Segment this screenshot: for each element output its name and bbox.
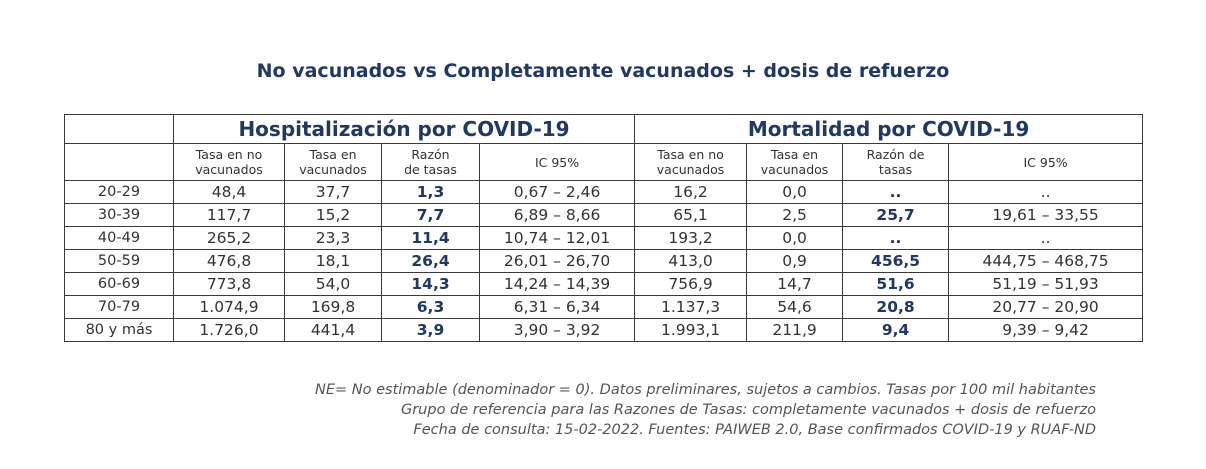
- mort-ci-cell: 444,75 – 468,75: [948, 249, 1144, 273]
- hosp-ci-header: IC 95%: [478, 143, 636, 181]
- mort-rate-unvaccinated-header: Tasa en no vacunados: [634, 143, 748, 181]
- mort-rate-vaccinated-header: Tasa en vacunados: [746, 143, 844, 181]
- hosp-rate-vaccinated-cell: 54,0: [284, 272, 382, 296]
- hosp-rate-ratio-cell: 6,3: [381, 295, 480, 319]
- hosp-rate-vaccinated-cell: 18,1: [284, 249, 382, 273]
- mort-rate-ratio-cell: ..: [842, 226, 950, 250]
- group-header-row: Hospitalización por COVID-19 Mortalidad …: [64, 114, 1144, 144]
- table-row: 80 y más 1.726,0 441,4 3,9 3,90 – 3,92 1…: [64, 318, 1144, 342]
- age-cell: 20-29: [64, 180, 174, 204]
- hosp-rate-ratio-cell: 11,4: [381, 226, 480, 250]
- hosp-rate-ratio-cell: 7,7: [381, 203, 480, 227]
- hosp-rate-ratio-header: Razón de tasas: [381, 143, 480, 181]
- mort-ci-cell: 20,77 – 20,90: [948, 295, 1144, 319]
- age-cell: 70-79: [64, 295, 174, 319]
- hosp-rate-vaccinated-header: Tasa en vacunados: [284, 143, 382, 181]
- hosp-ci-cell: 14,24 – 14,39: [478, 272, 636, 296]
- hosp-rate-unvaccinated-cell: 117,7: [173, 203, 285, 227]
- hosp-ci-cell: 26,01 – 26,70: [478, 249, 636, 273]
- mort-rate-vaccinated-cell: 2,5: [746, 203, 844, 227]
- table-row: 30-39 117,7 15,2 7,7 6,89 – 8,66 65,1 2,…: [64, 203, 1144, 227]
- mort-rate-unvaccinated-cell: 1.993,1: [634, 318, 748, 342]
- hosp-rate-unvaccinated-header: Tasa en no vacunados: [173, 143, 285, 181]
- hosp-ci-cell: 10,74 – 12,01: [478, 226, 636, 250]
- age-header-cell: [64, 143, 174, 181]
- hosp-ci-cell: 3,90 – 3,92: [478, 318, 636, 342]
- hosp-rate-ratio-cell: 1,3: [381, 180, 480, 204]
- hosp-rate-unvaccinated-cell: 1.074,9: [173, 295, 285, 319]
- mort-ci-cell: ..: [948, 226, 1144, 250]
- mort-rate-ratio-cell: 51,6: [842, 272, 950, 296]
- mort-rate-unvaccinated-cell: 756,9: [634, 272, 748, 296]
- mort-rate-ratio-cell: 25,7: [842, 203, 950, 227]
- mort-ci-cell: ..: [948, 180, 1144, 204]
- hosp-rate-unvaccinated-cell: 773,8: [173, 272, 285, 296]
- group-mortality: Mortalidad por COVID-19: [634, 114, 1144, 144]
- hosp-rate-ratio-cell: 26,4: [381, 249, 480, 273]
- hosp-ci-cell: 0,67 – 2,46: [478, 180, 636, 204]
- hosp-rate-vaccinated-cell: 15,2: [284, 203, 382, 227]
- hosp-ci-cell: 6,31 – 6,34: [478, 295, 636, 319]
- footnote-reference-group: Grupo de referencia para las Razones de …: [400, 402, 1096, 418]
- mort-rate-vaccinated-cell: 0,9: [746, 249, 844, 273]
- age-cell: 50-59: [64, 249, 174, 273]
- hosp-rate-unvaccinated-cell: 1.726,0: [173, 318, 285, 342]
- mort-rate-ratio-cell: 20,8: [842, 295, 950, 319]
- age-cell: 80 y más: [64, 318, 174, 342]
- mort-ci-cell: 51,19 – 51,93: [948, 272, 1144, 296]
- mort-rate-ratio-cell: 9,4: [842, 318, 950, 342]
- mort-rate-vaccinated-cell: 0,0: [746, 226, 844, 250]
- mort-ci-cell: 19,61 – 33,55: [948, 203, 1144, 227]
- mort-rate-unvaccinated-cell: 16,2: [634, 180, 748, 204]
- mort-ci-header: IC 95%: [948, 143, 1144, 181]
- age-cell: 30-39: [64, 203, 174, 227]
- mort-rate-ratio-cell: ..: [842, 180, 950, 204]
- hosp-rate-unvaccinated-cell: 48,4: [173, 180, 285, 204]
- hosp-rate-unvaccinated-cell: 476,8: [173, 249, 285, 273]
- mort-rate-vaccinated-cell: 211,9: [746, 318, 844, 342]
- table-row: 40-49 265,2 23,3 11,4 10,74 – 12,01 193,…: [64, 226, 1144, 250]
- footnote-ne: NE= No estimable (denominador = 0). Dato…: [315, 382, 1096, 398]
- hosp-rate-vaccinated-cell: 23,3: [284, 226, 382, 250]
- footnotes: NE= No estimable (denominador = 0). Dato…: [315, 380, 1096, 440]
- mort-rate-ratio-header: Razón de tasas: [842, 143, 950, 181]
- hosp-ci-cell: 6,89 – 8,66: [478, 203, 636, 227]
- hosp-rate-vaccinated-cell: 37,7: [284, 180, 382, 204]
- hosp-rate-vaccinated-cell: 441,4: [284, 318, 382, 342]
- table-row: 20-29 48,4 37,7 1,3 0,67 – 2,46 16,2 0,0…: [64, 180, 1144, 204]
- corner-cell: [64, 114, 174, 144]
- mort-rate-unvaccinated-cell: 193,2: [634, 226, 748, 250]
- subheader-row: Tasa en no vacunados Tasa en vacunados Raz…: [64, 143, 1144, 181]
- hosp-rate-unvaccinated-cell: 265,2: [173, 226, 285, 250]
- mort-ci-cell: 9,39 – 9,42: [948, 318, 1144, 342]
- mort-rate-ratio-cell: 456,5: [842, 249, 950, 273]
- mort-rate-unvaccinated-cell: 1.137,3: [634, 295, 748, 319]
- table-title: No vacunados vs Completamente vacunados …: [256, 60, 950, 82]
- age-cell: 60-69: [64, 272, 174, 296]
- hosp-rate-vaccinated-cell: 169,8: [284, 295, 382, 319]
- table-row: 50-59 476,8 18,1 26,4 26,01 – 26,70 413,…: [64, 249, 1144, 273]
- hosp-rate-ratio-cell: 3,9: [381, 318, 480, 342]
- rates-table: Hospitalización por COVID-19 Mortalidad …: [64, 114, 1144, 342]
- mort-rate-unvaccinated-cell: 413,0: [634, 249, 748, 273]
- group-hospitalization: Hospitalización por COVID-19: [172, 114, 636, 144]
- age-cell: 40-49: [64, 226, 174, 250]
- footnote-sources: Fecha de consulta: 15-02-2022. Fuentes: …: [413, 422, 1096, 438]
- mort-rate-vaccinated-cell: 0,0: [746, 180, 844, 204]
- mort-rate-unvaccinated-cell: 65,1: [634, 203, 748, 227]
- table-row: 60-69 773,8 54,0 14,3 14,24 – 14,39 756,…: [64, 272, 1144, 296]
- mort-rate-vaccinated-cell: 14,7: [746, 272, 844, 296]
- hosp-rate-ratio-cell: 14,3: [381, 272, 480, 296]
- table-row: 70-79 1.074,9 169,8 6,3 6,31 – 6,34 1.13…: [64, 295, 1144, 319]
- mort-rate-vaccinated-cell: 54,6: [746, 295, 844, 319]
